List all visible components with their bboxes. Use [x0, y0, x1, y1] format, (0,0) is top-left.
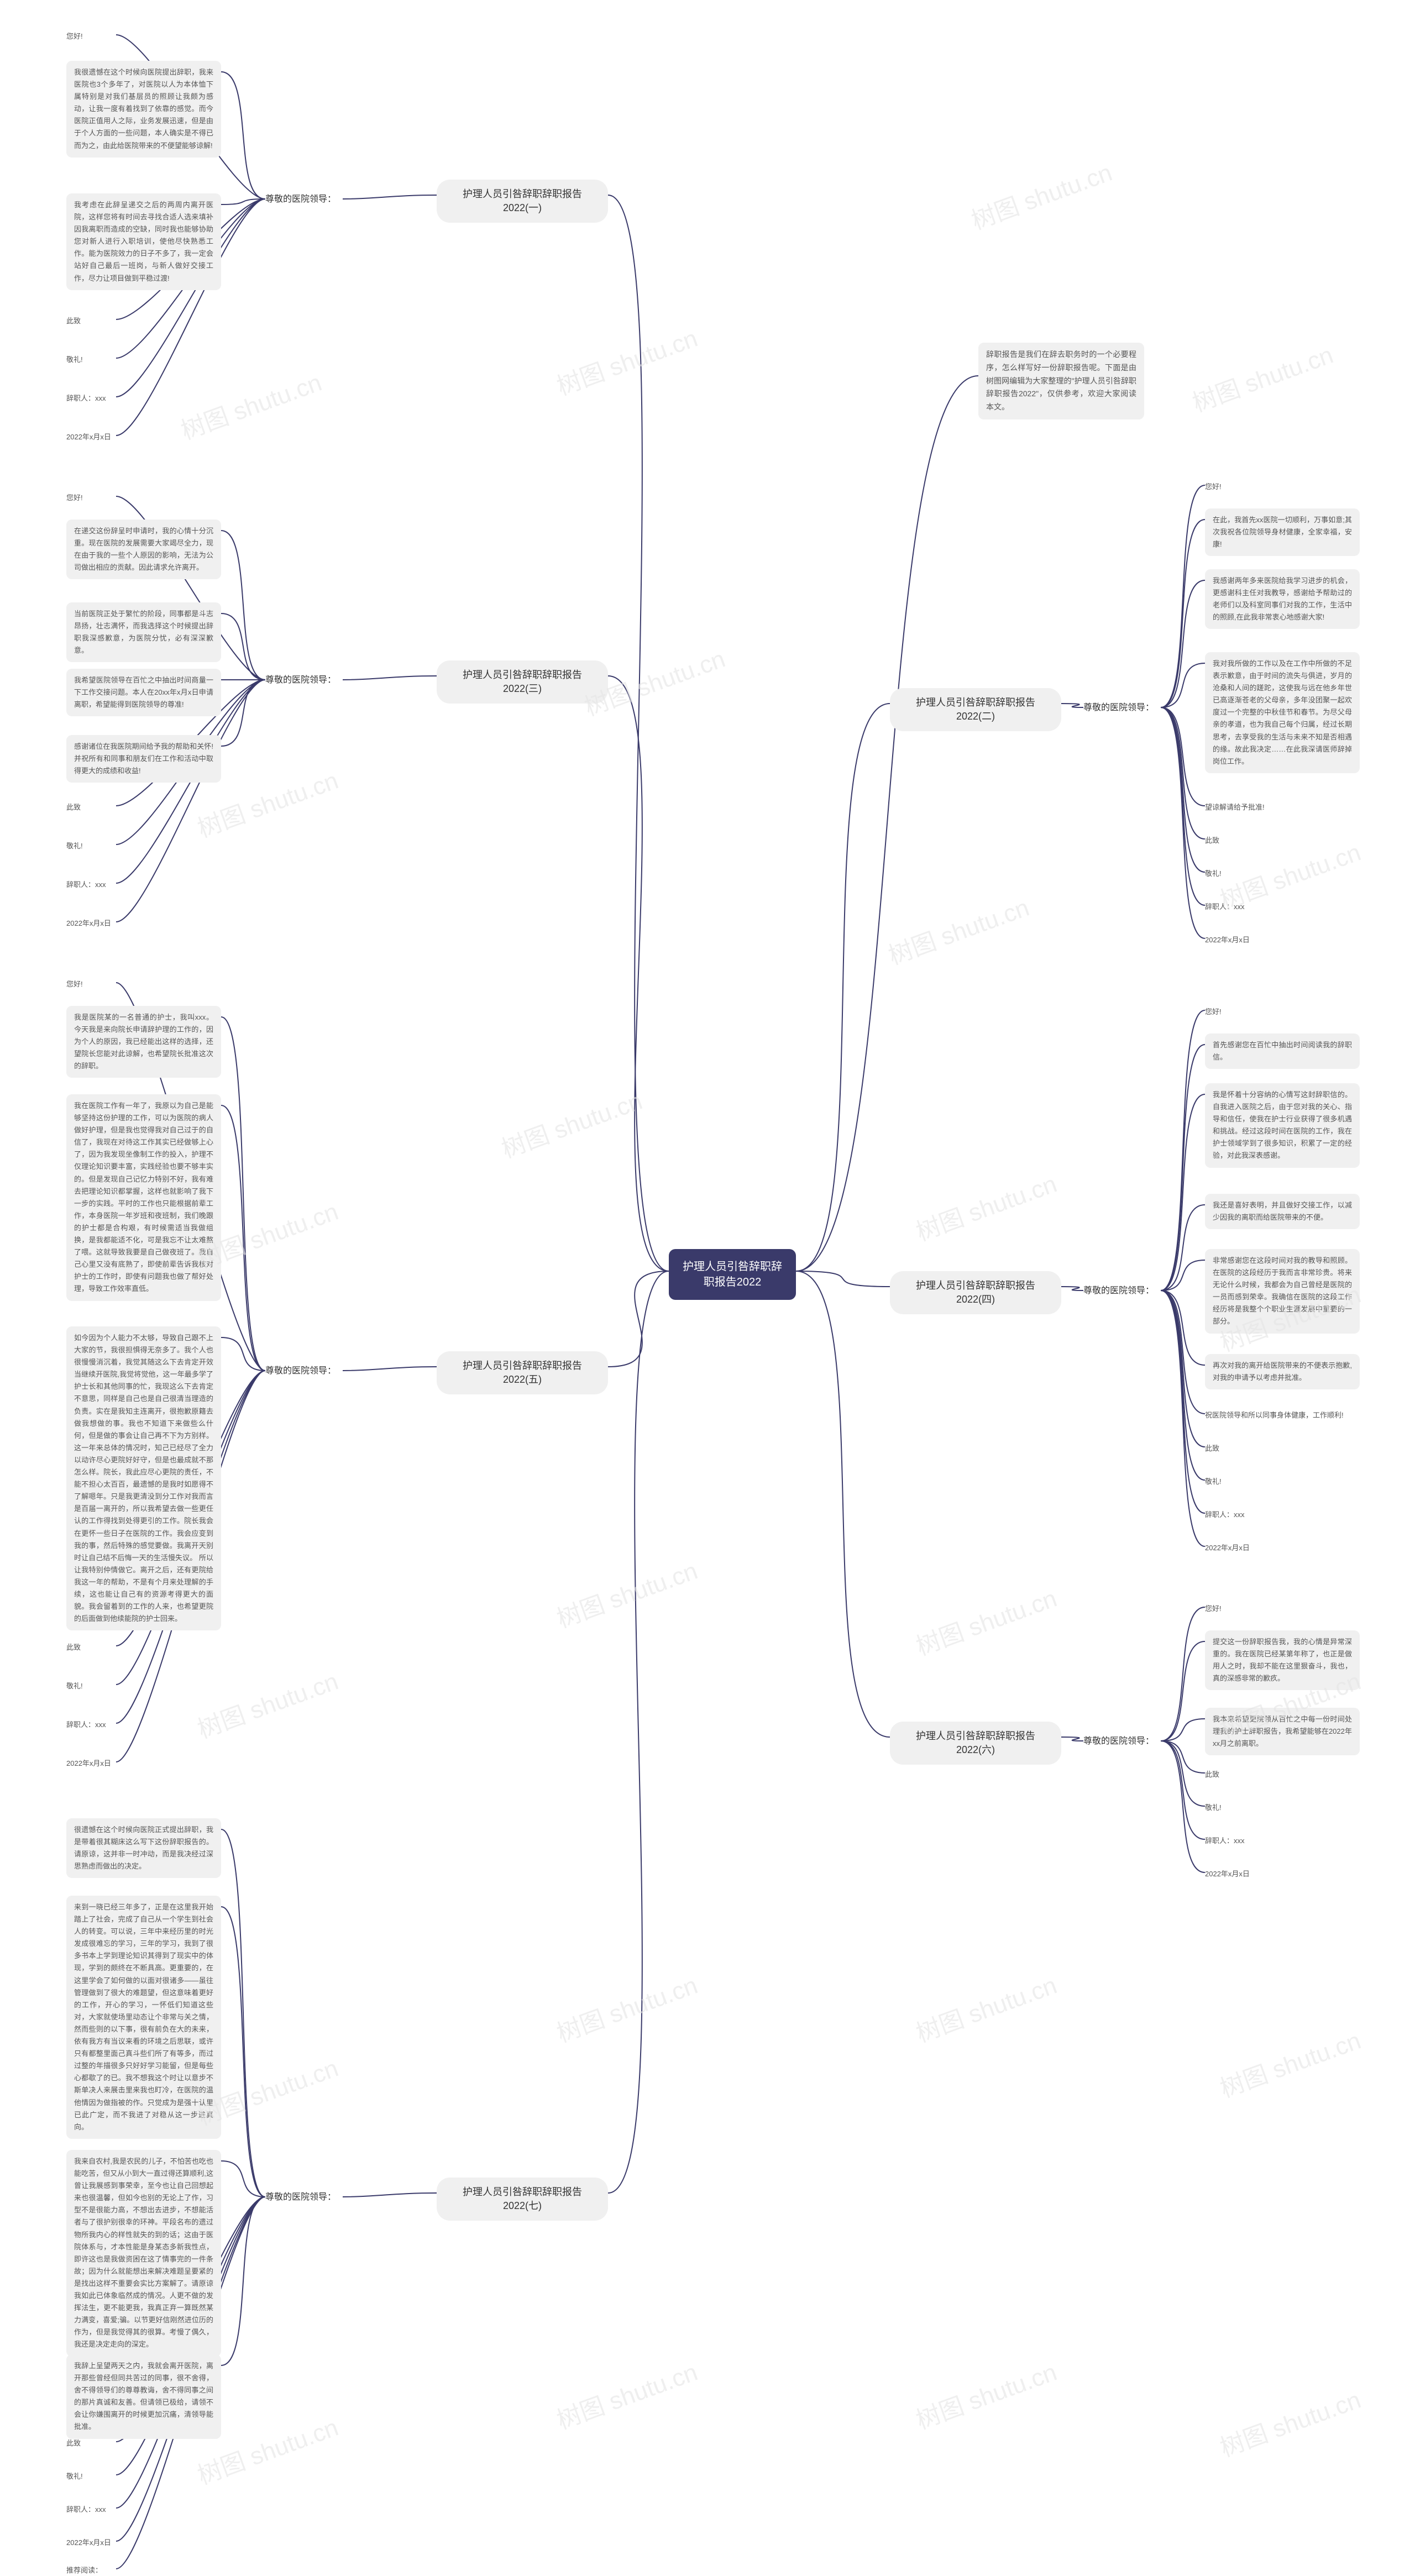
branch-b6: 护理人员引咎辞职辞职报告2022(六) [890, 1722, 1061, 1765]
sub-b5: 尊敬的医院领导： [265, 1365, 336, 1377]
leaf-b6-1: 提交这一份辞职报告我，我的心情是异常深重的。我在医院已经某第年称了，也正是做用人… [1205, 1630, 1360, 1690]
watermark: 树图 shutu.cn [910, 1965, 1061, 2049]
leaf-b6-2: 我本来希望更院领从百忙之中每一份时间处理我的护士辞职报告，我希望能够在2022年… [1205, 1708, 1360, 1755]
sub-b6: 尊敬的医院领导： [1083, 1735, 1154, 1748]
leaf-b6-3: 此致 [1205, 1769, 1219, 1779]
leaf-b3-4: 感谢诸位在我医院期间给予我的帮助和关怀!并祝所有和同事和朋友们在工作和活动中取得… [66, 735, 221, 783]
root-title: 护理人员引咎辞职辞职报告2022 [683, 1261, 782, 1288]
branch-b3: 护理人员引咎辞职辞职报告2022(三) [437, 660, 608, 704]
intro-text: 辞职报告是我们在辞去职务时的一个必要程序，怎么样写好一份辞职报告呢。下面是由树图… [978, 343, 1144, 419]
leaf-b1-3: 此致 [66, 315, 81, 326]
branch-b7: 护理人员引咎辞职辞职报告2022(七) [437, 2178, 608, 2221]
leaf-b4-6: 祝医院领导和所以同事身体健康，工作顺利! [1205, 1409, 1344, 1420]
leaf-b5-6: 辞职人：xxx [66, 1719, 106, 1729]
leaf-b1-6: 2022年x月x日 [66, 431, 111, 442]
root-node: 护理人员引咎辞职辞职报告2022 [669, 1249, 796, 1300]
leaf-b4-7: 此致 [1205, 1442, 1219, 1453]
leaf-b2-3: 我对我所做的工作以及在工作中所做的不足表示歉意，由于时间的流失与俱进，岁月的沧桑… [1205, 652, 1360, 773]
watermark: 树图 shutu.cn [1187, 335, 1337, 418]
branch-b4: 护理人员引咎辞职辞职报告2022(四) [890, 1271, 1061, 1314]
leaf-b6-6: 2022年x月x日 [1205, 1868, 1250, 1879]
watermark: 树图 shutu.cn [551, 1551, 701, 1634]
watermark: 树图 shutu.cn [883, 888, 1033, 971]
sub-b1: 尊敬的医院领导： [265, 193, 336, 206]
leaf-b3-3: 我希望医院领导在百忙之中抽出时间商量一下工作交接问题。本人在20xx年x月x日申… [66, 669, 221, 716]
leaf-b2-5: 此致 [1205, 835, 1219, 845]
leaf-b3-1: 在递交这份辞呈时申请时，我的心情十分沉重。现在医院的发展需要大家竭尽全力，现在由… [66, 520, 221, 579]
leaf-b1-4: 敬礼! [66, 354, 83, 364]
leaf-b3-7: 辞职人：xxx [66, 879, 106, 889]
leaf-b5-2: 我在医院工作有一年了，我原以为自己是能够坚持这份护理的工作，可以为医院的病人做好… [66, 1094, 221, 1301]
leaf-b5-1: 我是医院某的一名普通的护士，我叫xxx。今天我是来向院长申请辞护理的工作的，因为… [66, 1006, 221, 1078]
leaf-b1-0: 您好! [66, 30, 83, 41]
watermark: 树图 shutu.cn [192, 1661, 342, 1745]
leaf-b2-0: 您好! [1205, 481, 1222, 491]
leaf-b6-0: 您好! [1205, 1603, 1222, 1613]
leaf-b2-1: 在此，我首先xx医院一切顺利，万事如意;其次我祝各位院领导身材健康，全家幸福，安… [1205, 508, 1360, 556]
leaf-b6-5: 辞职人：xxx [1205, 1835, 1245, 1845]
leaf-b1-5: 辞职人：xxx [66, 392, 106, 403]
leaf-b4-9: 辞职人：xxx [1205, 1509, 1245, 1519]
leaf-b4-3: 我还是喜好表明，并且做好交接工作，以减少因我的离职而给医院带来的不便。 [1205, 1194, 1360, 1229]
leaf-b7-1: 来到一晓已经三年多了，正是在这里我开始踏上了社会，完成了自己从一个学生到社会人的… [66, 1896, 221, 2139]
leaf-b4-0: 您好! [1205, 1006, 1222, 1016]
leaf-b5-4: 此致 [66, 1641, 81, 1652]
leaf-b7-0: 很遗憾在这个时候向医院正式提出辞职，我是带着很其糊床这么写下这份辞职报告的。请原… [66, 1818, 221, 1878]
leaf-b4-1: 首先感谢您在百忙中抽出时间阅读我的辞职信。 [1205, 1033, 1360, 1069]
leaf-b7-3: 我辞上呈望两天之内，我就会离开医院，离开那些曾经但同共苦过的同事，很不舍得，舍不… [66, 2354, 221, 2439]
watermark: 树图 shutu.cn [551, 1965, 701, 2049]
leaf-b3-8: 2022年x月x日 [66, 917, 111, 928]
sub-b4: 尊敬的医院领导： [1083, 1285, 1154, 1297]
leaf-b3-5: 此致 [66, 801, 81, 812]
leaf-b5-7: 2022年x月x日 [66, 1757, 111, 1768]
watermark: 树图 shutu.cn [1214, 2021, 1365, 2104]
leaf-b2-4: 望谅解请给予批准! [1205, 801, 1265, 812]
leaf-b4-10: 2022年x月x日 [1205, 1542, 1250, 1552]
leaf-b4-2: 我是怀着十分容纳的心情写这封辞职信的。自我进入医院之后，由于您对我的关心、指导和… [1205, 1083, 1360, 1168]
leaf-b4-4: 非常感谢您在这段时间对我的教导和照顾。在医院的这段经历于我而言非常珍贵。将来无论… [1205, 1249, 1360, 1334]
branch-b1: 护理人员引咎辞职辞职报告2022(一) [437, 180, 608, 223]
watermark: 树图 shutu.cn [910, 1578, 1061, 1662]
leaf-b4-8: 敬礼! [1205, 1476, 1222, 1486]
watermark: 树图 shutu.cn [175, 363, 326, 446]
leaf-b3-2: 当前医院正处于繁忙的阶段，同事都是斗志昂扬，壮志满怀，而我选择这个时候提出辞职我… [66, 602, 221, 662]
leaf-b4-5: 再次对我的离开给医院带来的不便表示抱歉,对我的申请予以考虑并批准。 [1205, 1354, 1360, 1389]
branch-b2: 护理人员引咎辞职辞职报告2022(二) [890, 688, 1061, 731]
sub-b3: 尊敬的医院领导： [265, 674, 336, 686]
watermark: 树图 shutu.cn [551, 2352, 701, 2436]
watermark: 树图 shutu.cn [966, 153, 1116, 236]
leaf-b2-2: 我感谢两年多来医院给我学习进步的机会，更感谢科主任对我教导，感谢给予帮助过的老师… [1205, 569, 1360, 629]
watermark: 树图 shutu.cn [496, 1081, 646, 1164]
leaf-b3-0: 您好! [66, 492, 83, 502]
watermark: 树图 shutu.cn [1214, 2380, 1365, 2463]
leaf-b7-2: 我来自农村,我是农民的儿子，不怕苦也吃也能吃苦，但又从小到大一直过得还算顺利,这… [66, 2150, 221, 2357]
leaf-b2-8: 2022年x月x日 [1205, 934, 1250, 945]
leaf-b7-4: 此致 [66, 2437, 81, 2448]
leaf-b2-7: 辞职人：xxx [1205, 901, 1245, 911]
watermark: 树图 shutu.cn [551, 318, 701, 402]
leaf-b7-6: 辞职人：xxx [66, 2504, 106, 2514]
leaf-b5-3: 如今因为个人能力不太够，导致自己跟不上大家的节，我很担惧得无奈多了。我个人也很慢… [66, 1326, 221, 1630]
watermark: 树图 shutu.cn [910, 1164, 1061, 1247]
leaf-b5-0: 您好! [66, 978, 83, 989]
leaf-b2-6: 敬礼! [1205, 868, 1222, 878]
leaf-b5-5: 敬礼! [66, 1680, 83, 1691]
leaf-b1-2: 我考虑在此辞呈递交之后的两周内离开医院，这样您将有时间去寻找合适人选来填补因我离… [66, 193, 221, 290]
leaf-b7-8: 推荐阅读： [66, 2564, 102, 2575]
sub-b7: 尊敬的医院领导： [265, 2191, 336, 2203]
leaf-b1-1: 我很遗憾在这个时候向医院提出辞职，我来医院也3个多年了，对医院以人为本体恤下属特… [66, 61, 221, 158]
watermark: 树图 shutu.cn [910, 2352, 1061, 2436]
leaf-b3-6: 敬礼! [66, 840, 83, 851]
leaf-b7-7: 2022年x月x日 [66, 2537, 111, 2547]
leaf-b7-5: 敬礼! [66, 2470, 83, 2481]
sub-b2: 尊敬的医院领导： [1083, 702, 1154, 714]
branch-b5: 护理人员引咎辞职辞职报告2022(五) [437, 1351, 608, 1394]
leaf-b6-4: 敬礼! [1205, 1802, 1222, 1812]
